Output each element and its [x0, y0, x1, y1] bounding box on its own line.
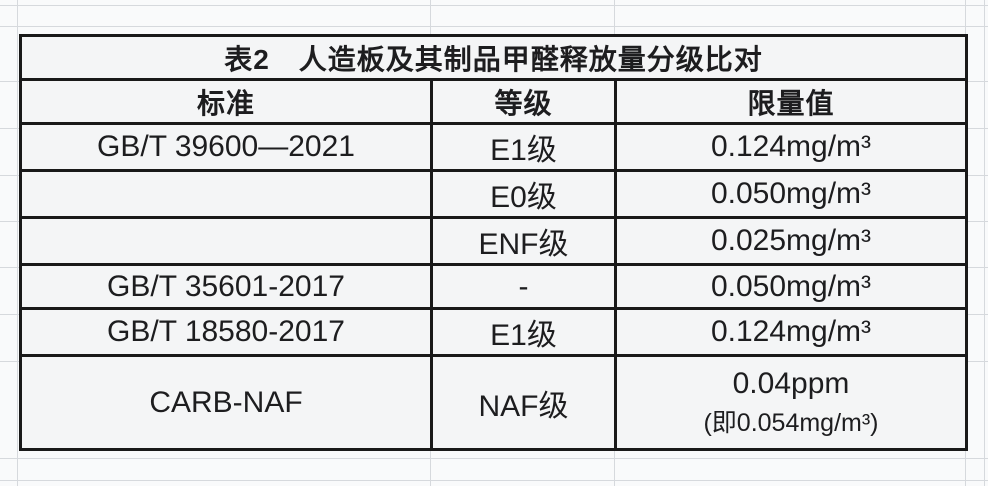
gridline-horizontal: [0, 480, 988, 481]
cell-limit-enf: 0.025mg/m³: [614, 216, 968, 266]
table-row: CARB-NAF NAF级 0.04ppm (即0.054mg/m³): [19, 354, 968, 451]
table-row: GB/T 18580-2017 E1级 0.124mg/m³: [19, 307, 968, 357]
gridline-horizontal: [0, 5, 988, 6]
gridline-horizontal: [0, 458, 988, 459]
cell-limit-naf: 0.04ppm (即0.054mg/m³): [614, 354, 968, 451]
table-title: 表2 人造板及其制品甲醛释放量分级比对: [19, 34, 968, 81]
cell-grade-naf: NAF级: [430, 354, 617, 451]
table-header-row: 标准 等级 限量值: [19, 78, 968, 125]
table-row: GB/T 39600—2021 E1级 0.124mg/m³: [19, 122, 968, 172]
cell-standard-gbt18580: GB/T 18580-2017: [19, 307, 433, 357]
cell-limit-gbt35601: 0.050mg/m³: [614, 263, 968, 310]
comparison-table: 表2 人造板及其制品甲醛释放量分级比对 标准 等级 限量值 GB/T 39600…: [19, 34, 968, 451]
cell-standard-gbt39600: GB/T 39600—2021: [19, 122, 433, 172]
gridline-vertical: [17, 0, 18, 486]
cell-grade-enf: ENF级: [430, 216, 617, 266]
gridline-horizontal: [0, 26, 988, 27]
col-header-standard: 标准: [19, 78, 433, 125]
cell-standard-carb-naf: CARB-NAF: [19, 354, 433, 451]
col-header-grade: 等级: [430, 78, 617, 125]
cell-standard-gbt35601: GB/T 35601-2017: [19, 263, 433, 310]
gridline-vertical: [984, 0, 985, 486]
cell-standard-empty-2: [19, 216, 433, 266]
cell-limit-gbt18580: 0.124mg/m³: [614, 307, 968, 357]
cell-grade-e1: E1级: [430, 122, 617, 172]
limit-value: 0.04ppm: [732, 366, 850, 400]
cell-limit-e0: 0.050mg/m³: [614, 169, 968, 219]
cell-standard-empty-1: [19, 169, 433, 219]
cell-grade-dash: -: [430, 263, 617, 310]
table-title-row: 表2 人造板及其制品甲醛释放量分级比对: [19, 34, 968, 81]
limit-note: (即0.054mg/m³): [703, 408, 879, 437]
table-row: ENF级 0.025mg/m³: [19, 216, 968, 266]
cell-grade-e1-2: E1级: [430, 307, 617, 357]
table-row: E0级 0.050mg/m³: [19, 169, 968, 219]
cell-grade-e0: E0级: [430, 169, 617, 219]
table-row: GB/T 35601-2017 - 0.050mg/m³: [19, 263, 968, 310]
cell-limit-e1: 0.124mg/m³: [614, 122, 968, 172]
col-header-limit: 限量值: [614, 78, 968, 125]
